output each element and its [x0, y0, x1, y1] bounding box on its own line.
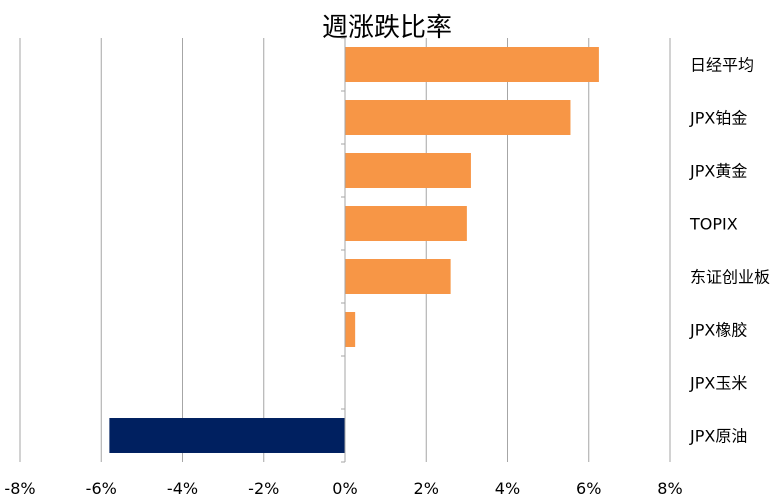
bar-7: [109, 418, 345, 453]
category-label-3: TOPIX: [689, 215, 738, 234]
x-tick-label-8: 8%: [657, 479, 682, 498]
x-tick-label-2: -4%: [167, 479, 198, 498]
category-label-6: JPX玉米: [689, 374, 747, 393]
category-labels: 日经平均 JPX铂金 JPX黄金 TOPIX 东证创业板 JPX橡胶 JPX玉米 JPX原油: [689, 56, 770, 446]
category-label-4: 东证创业板: [690, 268, 770, 287]
bar-2: [345, 153, 471, 188]
bar-5: [345, 312, 356, 347]
category-label-1: JPX铂金: [689, 109, 747, 128]
bar-1: [345, 100, 571, 135]
x-tick-label-5: 2%: [414, 479, 439, 498]
bars: [109, 47, 599, 453]
x-tick-label-6: 4%: [495, 479, 520, 498]
category-label-5: JPX橡胶: [689, 321, 747, 340]
x-tick-labels: -8% -6% -4% -2% 0% 2% 4% 6% 8%: [4, 479, 682, 498]
category-label-2: JPX黄金: [689, 162, 747, 181]
gridlines: [19, 38, 671, 462]
x-tick-label-0: -8%: [4, 479, 35, 498]
bar-0: [345, 47, 599, 82]
bar-3: [345, 206, 467, 241]
category-label-0: 日经平均: [690, 56, 754, 75]
x-tick-label-4: 0%: [332, 479, 357, 498]
bar-4: [345, 259, 451, 294]
x-tick-label-3: -2%: [248, 479, 279, 498]
category-label-7: JPX原油: [689, 427, 747, 446]
x-tick-label-1: -6%: [86, 479, 117, 498]
x-tick-label-7: 6%: [576, 479, 601, 498]
zero-axis: [341, 37, 346, 463]
